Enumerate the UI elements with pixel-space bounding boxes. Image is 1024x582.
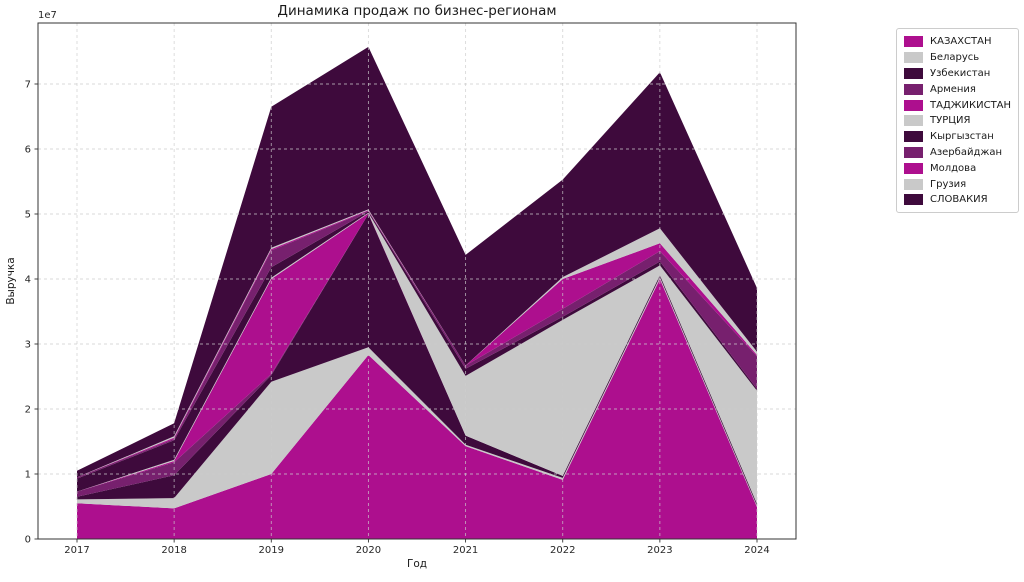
legend-item-9: Грузия — [904, 176, 1014, 192]
x-tick-label: 2020 — [356, 545, 381, 556]
legend-item-1: Беларусь — [904, 50, 1014, 66]
legend-label: КАЗАХСТАН — [930, 36, 992, 48]
y-tick-label: 5 — [25, 210, 31, 221]
legend-label: Грузия — [930, 178, 967, 190]
legend-item-0: КАЗАХСТАН — [904, 34, 1014, 50]
legend-swatch — [904, 178, 923, 190]
legend-label: Кыргызстан — [930, 131, 994, 143]
legend-item-8: Молдова — [904, 160, 1014, 176]
y-offset-label: 1e7 — [38, 10, 57, 21]
legend-swatch — [904, 36, 923, 48]
area-series-3 — [77, 214, 757, 504]
legend-item-2: Узбекистан — [904, 66, 1014, 82]
area-series-2 — [77, 214, 757, 506]
x-tick-label: 2024 — [744, 545, 769, 556]
legend-swatch — [904, 99, 923, 111]
y-tick-label: 1 — [25, 470, 31, 481]
legend-label: ТАДЖИКИСТАН — [930, 99, 1012, 111]
y-tick-label: 4 — [25, 275, 31, 286]
legend-label: Молдова — [930, 162, 977, 174]
legend-label: СЛОВАКИЯ — [930, 194, 988, 206]
legend-label: Узбекистан — [930, 67, 991, 79]
legend-swatch — [904, 115, 923, 127]
legend-item-4: ТАДЖИКИСТАН — [904, 97, 1014, 113]
legend-swatch — [904, 83, 923, 95]
chart-title: Динамика продаж по бизнес-регионам — [277, 3, 557, 19]
area-series-10 — [77, 46, 757, 478]
legend-item-7: Азербайджан — [904, 145, 1014, 161]
legend-swatch — [904, 67, 923, 79]
x-tick-label: 2018 — [161, 545, 186, 556]
legend-swatch — [904, 162, 923, 174]
area-series-8 — [77, 210, 757, 478]
legend-item-3: Армения — [904, 81, 1014, 97]
legend-label: Беларусь — [930, 52, 980, 64]
x-tick-label: 2019 — [259, 545, 284, 556]
x-tick-label: 2022 — [550, 545, 575, 556]
x-tick-label: 2017 — [64, 545, 89, 556]
y-tick-label: 2 — [25, 405, 31, 416]
x-tick-label: 2021 — [453, 545, 478, 556]
x-tick-label: 2023 — [647, 545, 672, 556]
legend-label: Азербайджан — [930, 146, 1003, 158]
legend-swatch — [904, 146, 923, 158]
legend-item-5: ТУРЦИЯ — [904, 113, 1014, 129]
y-tick-label: 6 — [25, 145, 31, 156]
y-tick-label: 3 — [25, 340, 31, 351]
legend-swatch — [904, 194, 923, 206]
plot-frame — [37, 22, 797, 540]
area-series-1 — [77, 277, 757, 509]
legend: КАЗАХСТАН Беларусь Узбекистан Армения ТАДЖИК… — [896, 28, 1019, 213]
area-series-6 — [77, 211, 757, 492]
legend-swatch — [904, 52, 923, 64]
legend-label: ТУРЦИЯ — [930, 115, 971, 127]
legend-item-10: СЛОВАКИЯ — [904, 192, 1014, 208]
y-axis-label: Выручка — [5, 257, 17, 304]
legend-item-6: Кыргызстан — [904, 129, 1014, 145]
legend-swatch — [904, 131, 923, 143]
legend-label: Армения — [930, 83, 976, 95]
x-axis-label: Год — [407, 558, 427, 570]
y-tick-label: 7 — [25, 80, 31, 91]
y-tick-label: 0 — [25, 535, 31, 546]
